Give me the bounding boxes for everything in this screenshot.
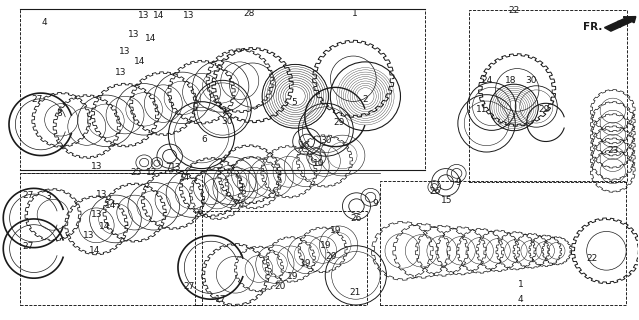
Text: 16: 16 xyxy=(299,141,311,150)
Text: 13: 13 xyxy=(119,47,131,56)
Bar xyxy=(20,173,201,305)
Text: 10: 10 xyxy=(312,159,324,168)
Text: 14: 14 xyxy=(145,35,156,44)
Text: 3: 3 xyxy=(45,192,50,201)
Bar xyxy=(469,10,627,182)
Text: 13: 13 xyxy=(96,189,107,199)
Text: 7: 7 xyxy=(166,164,171,172)
Text: 20: 20 xyxy=(274,282,286,291)
Text: 27: 27 xyxy=(183,282,194,291)
Text: 1: 1 xyxy=(351,9,357,18)
Text: 13: 13 xyxy=(115,68,127,77)
Text: 6: 6 xyxy=(202,135,208,144)
Text: 14: 14 xyxy=(89,246,101,255)
Text: 29: 29 xyxy=(333,118,344,127)
Text: 13: 13 xyxy=(170,164,181,172)
Text: 8: 8 xyxy=(56,109,62,118)
Text: 13: 13 xyxy=(83,231,95,240)
Text: 30: 30 xyxy=(221,117,233,126)
Text: 14: 14 xyxy=(153,11,164,20)
Text: 13: 13 xyxy=(128,30,139,39)
Text: 26: 26 xyxy=(351,214,362,223)
Text: 13: 13 xyxy=(183,11,194,20)
Text: 12: 12 xyxy=(146,168,157,177)
Text: 13: 13 xyxy=(139,11,150,20)
Text: 9: 9 xyxy=(455,179,461,188)
Text: 20: 20 xyxy=(325,252,337,261)
Text: 14: 14 xyxy=(99,222,111,231)
Text: 28: 28 xyxy=(243,9,255,18)
Text: 21: 21 xyxy=(349,288,360,297)
Text: 15: 15 xyxy=(442,196,453,205)
Text: 19: 19 xyxy=(330,226,341,235)
Text: 27: 27 xyxy=(22,242,34,251)
Text: 25: 25 xyxy=(131,168,142,177)
Text: 5: 5 xyxy=(291,98,297,107)
Text: 19: 19 xyxy=(320,241,332,250)
Text: 27: 27 xyxy=(31,95,43,104)
Text: 13: 13 xyxy=(91,210,102,219)
Text: FR.: FR. xyxy=(583,22,602,32)
Bar xyxy=(20,9,425,170)
Text: 4: 4 xyxy=(518,295,523,304)
Text: 30: 30 xyxy=(525,76,537,85)
Text: 4: 4 xyxy=(42,19,47,28)
Text: 26: 26 xyxy=(430,188,442,196)
Text: 19: 19 xyxy=(300,259,311,268)
Text: 11: 11 xyxy=(476,105,488,114)
Text: 24: 24 xyxy=(481,76,492,85)
Text: 17: 17 xyxy=(215,295,226,304)
Text: 29: 29 xyxy=(538,105,550,114)
Text: 19: 19 xyxy=(287,272,298,281)
Text: 27: 27 xyxy=(22,191,34,200)
Text: 22: 22 xyxy=(509,6,520,15)
Text: 1: 1 xyxy=(518,280,523,289)
Text: 13: 13 xyxy=(91,162,102,171)
Text: 30: 30 xyxy=(320,136,332,145)
Text: 14: 14 xyxy=(134,57,146,66)
Text: 23: 23 xyxy=(607,146,619,155)
Text: 18: 18 xyxy=(505,76,516,85)
FancyArrow shape xyxy=(604,17,636,31)
Text: 2: 2 xyxy=(362,95,368,104)
Bar xyxy=(380,181,626,305)
Bar xyxy=(195,211,367,305)
Text: 22: 22 xyxy=(587,254,598,263)
Text: 9: 9 xyxy=(372,199,378,208)
Text: 14: 14 xyxy=(179,173,190,182)
Text: 14: 14 xyxy=(105,201,116,210)
